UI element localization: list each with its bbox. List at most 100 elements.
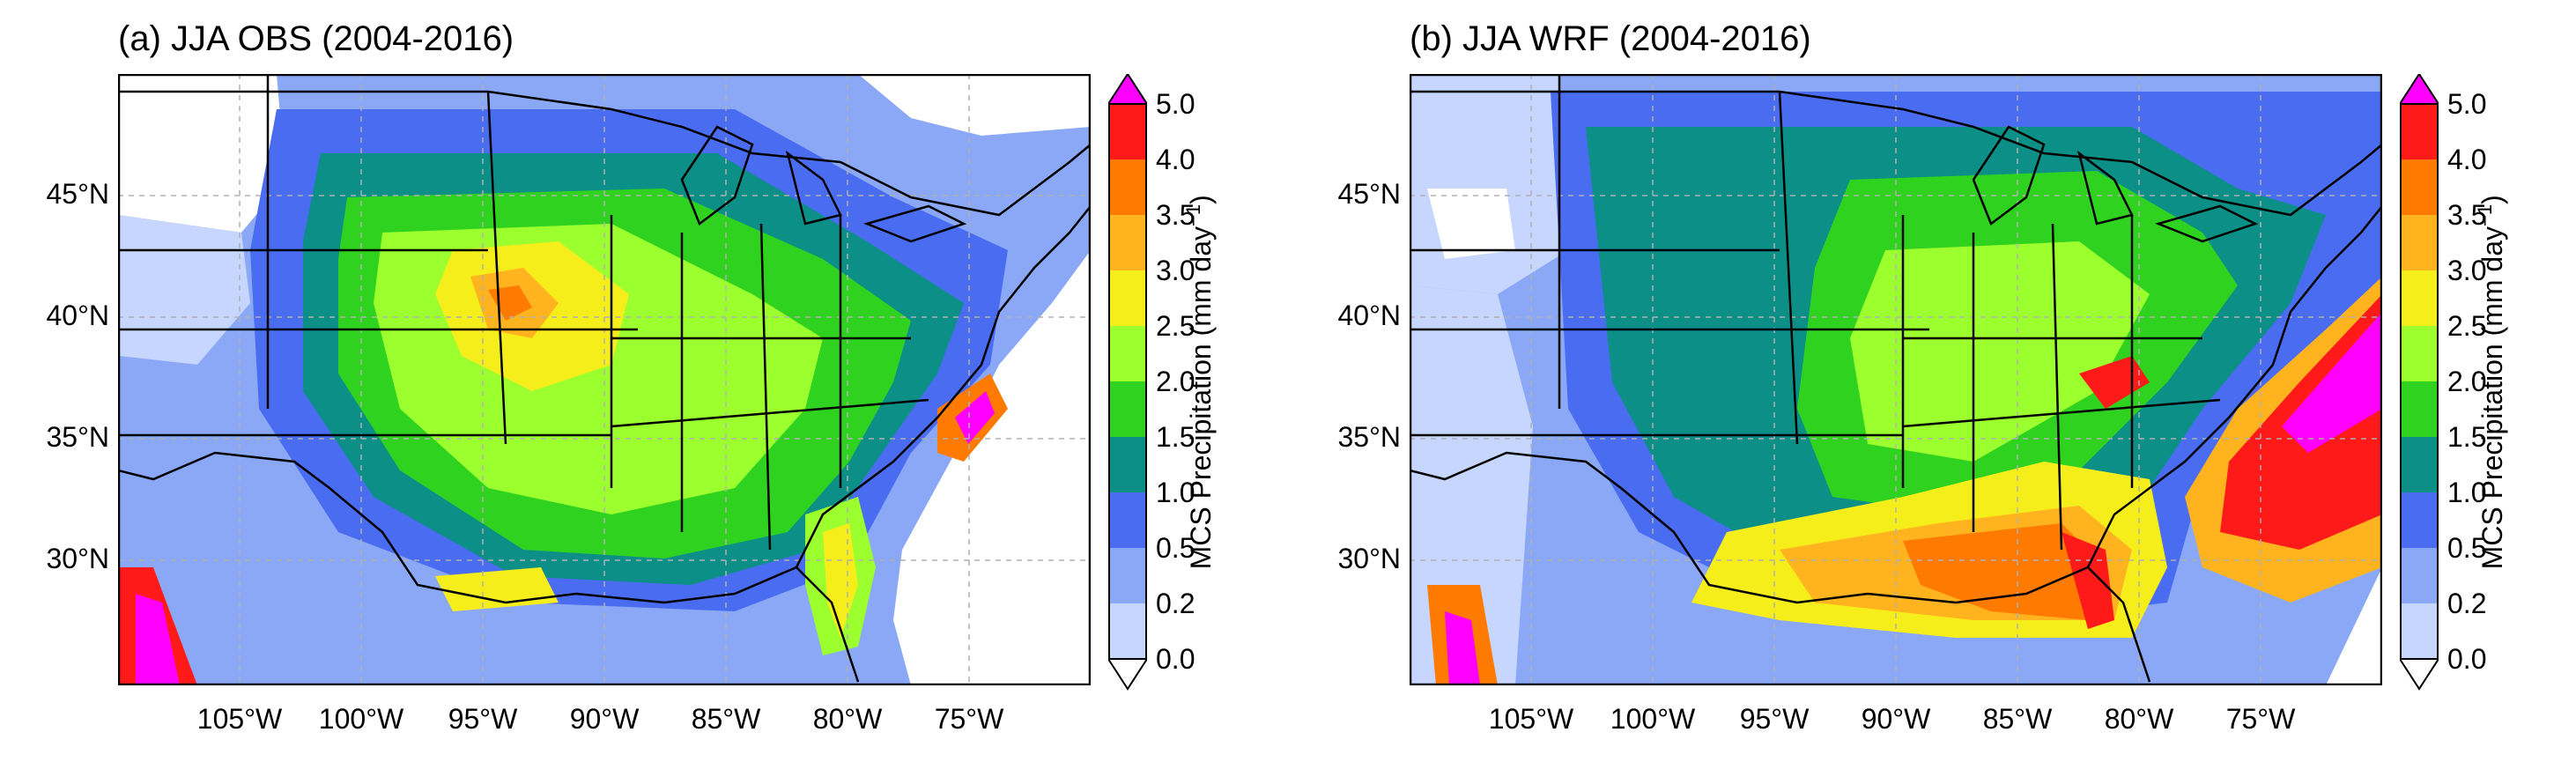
lon-label: 85°W <box>691 703 761 735</box>
colorbar-tick: 3.0 <box>2447 255 2487 286</box>
colorbar-tick: 0.2 <box>1156 588 1195 619</box>
panel-obs: (a) JJA OBS (2004-2016) <box>46 19 1218 735</box>
colorbar-swatch <box>2400 270 2439 326</box>
colorbar-label-end: ) <box>2476 195 2508 204</box>
colorbar-tick: 4.0 <box>1156 144 1195 175</box>
gridlines <box>1410 74 2382 685</box>
lon-label: 75°W <box>934 703 1004 735</box>
colorbar-extend-max <box>1107 72 1149 105</box>
colorbar-swatch <box>2400 437 2439 492</box>
colorbar-label: MCS Precipitation (mm day−1) <box>2474 136 2509 629</box>
colorbar-tick: 2.0 <box>2447 366 2487 397</box>
colorbar-tick: 0.5 <box>1156 532 1195 564</box>
colorbar-swatch <box>2400 548 2439 603</box>
colorbar-swatch <box>2400 326 2439 381</box>
belt-4 <box>1850 241 2150 462</box>
atlantic-peak <box>2282 312 2382 453</box>
carolina-peak <box>955 391 995 444</box>
lon-label: 105°W <box>1488 703 1574 735</box>
lat-label: 40°N <box>46 300 110 331</box>
ocean-corner <box>2326 567 2382 685</box>
precip-map <box>118 74 1091 685</box>
colorbar-swatch <box>1108 437 1147 492</box>
colorbar-label: MCS Precipitation (mm day−1) <box>1182 136 1218 629</box>
colorbar <box>1107 72 1149 695</box>
low-zone-nw <box>118 74 285 233</box>
lat-label: 35°N <box>46 421 110 453</box>
colorbar-tick: 1.0 <box>1156 477 1195 508</box>
colorbar-tick: 1.5 <box>1156 421 1195 453</box>
panel-wrf: (b) JJA WRF (2004-2016) <box>1288 0 2576 762</box>
ocean-east <box>893 197 1091 685</box>
colorbar-swatch <box>2400 104 2439 159</box>
colorbar-tick: 4.0 <box>2447 144 2487 175</box>
colorbar-label-sup: −1 <box>2474 203 2497 226</box>
panel-title: (a) JJA OBS (2004-2016) <box>118 19 514 58</box>
colorbar-label-main: MCS Precipitation (mm day <box>1184 226 1217 570</box>
colorbar-label-end: ) <box>1184 195 1217 204</box>
colorbar-tick: 0.5 <box>2447 532 2487 564</box>
ne-corner <box>858 74 1091 136</box>
lon-label: 75°W <box>2225 703 2296 735</box>
lat-label: 45°N <box>46 178 110 210</box>
colorbar-tick: 0.0 <box>1156 643 1195 675</box>
precip-map <box>1410 74 2382 685</box>
sw-peak <box>136 594 180 685</box>
lon-label: 90°W <box>569 703 640 735</box>
sw-peak <box>1445 611 1480 685</box>
lon-label: 80°W <box>812 703 883 735</box>
colorbar-tick: 5.0 <box>2447 88 2487 120</box>
gridlines <box>118 74 1091 685</box>
colorbar-tick: 2.0 <box>1156 366 1195 397</box>
colorbar-swatch <box>1108 381 1147 437</box>
colorbar-tick: 1.5 <box>2447 421 2487 453</box>
colorbar-extend-max <box>2398 72 2440 105</box>
florida-yellow <box>823 523 858 638</box>
colorbar-swatch <box>1108 104 1147 159</box>
lon-label: 95°W <box>1739 703 1810 735</box>
colorbar-tick: 3.5 <box>1156 199 1195 231</box>
colorbar-tick: 0.2 <box>2447 588 2487 619</box>
colorbar-extend-min <box>1107 658 1149 691</box>
colorbar-swatch <box>1108 603 1147 659</box>
colorbar-swatch <box>1108 326 1147 381</box>
colorbar-tick: 2.5 <box>2447 310 2487 342</box>
low-zone-w <box>118 215 250 365</box>
lon-label: 95°W <box>448 703 518 735</box>
colorbar-tick: 2.5 <box>1156 310 1195 342</box>
lat-label: 30°N <box>1337 543 1402 574</box>
colorbar-extend-min <box>2398 658 2440 691</box>
map-frame-border <box>118 74 1091 685</box>
colorbar-tick: 5.0 <box>1156 88 1195 120</box>
lon-label: 100°W <box>1610 703 1696 735</box>
colorbar-label-main: MCS Precipitation (mm day <box>2476 226 2508 570</box>
colorbar-label-sup: −1 <box>1182 203 1205 226</box>
lon-label: 105°W <box>196 703 283 735</box>
low-zone-nw <box>1410 74 1568 294</box>
colorbar-tick: 1.0 <box>2447 477 2487 508</box>
political-borders <box>1410 74 2382 683</box>
lat-label: 40°N <box>1337 300 1402 331</box>
lon-label: 90°W <box>1861 703 1931 735</box>
colorbar-swatch <box>2400 215 2439 270</box>
colorbar-tick: 3.5 <box>2447 199 2487 231</box>
colorbar-swatch <box>2400 603 2439 659</box>
colorbar-swatch <box>2400 159 2439 215</box>
florida-red <box>2062 532 2114 629</box>
colorbar-swatch <box>1108 270 1147 326</box>
colorbar-swatch <box>1108 159 1147 215</box>
panel-title: (b) JJA WRF (2004-2016) <box>1410 19 1811 58</box>
colorbar-tick: 0.0 <box>2447 643 2487 675</box>
colorbar-tick: 3.0 <box>1156 255 1195 286</box>
lat-label: 30°N <box>46 543 110 574</box>
colorbar-swatch <box>2400 492 2439 548</box>
political-borders <box>118 74 1091 683</box>
colorbar-swatch <box>1108 492 1147 548</box>
map-frame-border <box>1410 74 2382 685</box>
lat-label: 35°N <box>1337 421 1402 453</box>
colorbar-swatches <box>2398 72 2440 691</box>
lat-label: 45°N <box>1337 178 1402 210</box>
colorbar-swatch <box>1108 548 1147 603</box>
lon-label: 100°W <box>318 703 404 735</box>
low-zone-sw <box>118 356 241 532</box>
